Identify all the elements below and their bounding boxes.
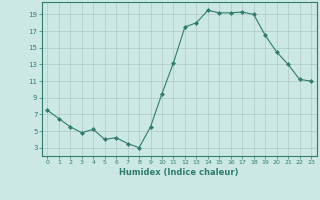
X-axis label: Humidex (Indice chaleur): Humidex (Indice chaleur) [119, 168, 239, 177]
